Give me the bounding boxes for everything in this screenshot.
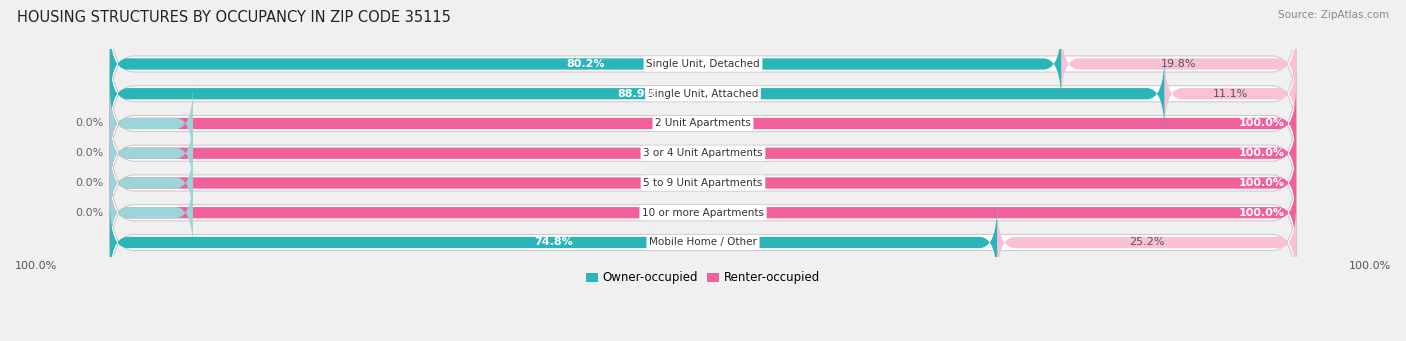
FancyBboxPatch shape (110, 114, 193, 192)
FancyBboxPatch shape (1164, 55, 1296, 133)
Text: 25.2%: 25.2% (1129, 237, 1164, 248)
FancyBboxPatch shape (110, 174, 193, 252)
Text: 0.0%: 0.0% (76, 178, 104, 188)
FancyBboxPatch shape (110, 191, 1296, 294)
Text: 88.9%: 88.9% (617, 89, 657, 99)
FancyBboxPatch shape (110, 42, 1296, 145)
FancyBboxPatch shape (997, 204, 1296, 281)
Text: Single Unit, Attached: Single Unit, Attached (648, 89, 758, 99)
Text: 80.2%: 80.2% (567, 59, 605, 69)
Text: 74.8%: 74.8% (534, 237, 572, 248)
Text: 0.0%: 0.0% (76, 208, 104, 218)
FancyBboxPatch shape (110, 144, 193, 222)
FancyBboxPatch shape (110, 85, 193, 162)
Text: Mobile Home / Other: Mobile Home / Other (650, 237, 756, 248)
Text: 10 or more Apartments: 10 or more Apartments (643, 208, 763, 218)
Text: 11.1%: 11.1% (1212, 89, 1249, 99)
Text: 0.0%: 0.0% (76, 118, 104, 129)
Text: 100.0%: 100.0% (1239, 148, 1284, 158)
FancyBboxPatch shape (110, 13, 1296, 116)
FancyBboxPatch shape (110, 114, 1296, 192)
FancyBboxPatch shape (1062, 25, 1296, 103)
FancyBboxPatch shape (110, 132, 1296, 235)
Text: 2 Unit Apartments: 2 Unit Apartments (655, 118, 751, 129)
Text: 19.8%: 19.8% (1161, 59, 1197, 69)
Text: 100.0%: 100.0% (15, 261, 58, 271)
Text: 5 to 9 Unit Apartments: 5 to 9 Unit Apartments (644, 178, 762, 188)
FancyBboxPatch shape (110, 144, 1296, 222)
FancyBboxPatch shape (110, 102, 1296, 205)
Text: 100.0%: 100.0% (1239, 178, 1284, 188)
Text: 100.0%: 100.0% (1348, 261, 1391, 271)
Text: HOUSING STRUCTURES BY OCCUPANCY IN ZIP CODE 35115: HOUSING STRUCTURES BY OCCUPANCY IN ZIP C… (17, 10, 451, 25)
FancyBboxPatch shape (110, 85, 1296, 162)
FancyBboxPatch shape (110, 204, 997, 281)
Text: Source: ZipAtlas.com: Source: ZipAtlas.com (1278, 10, 1389, 20)
FancyBboxPatch shape (110, 174, 1296, 252)
FancyBboxPatch shape (110, 55, 1164, 133)
FancyBboxPatch shape (110, 72, 1296, 175)
FancyBboxPatch shape (110, 25, 1062, 103)
Text: 100.0%: 100.0% (1239, 118, 1284, 129)
Legend: Owner-occupied, Renter-occupied: Owner-occupied, Renter-occupied (581, 267, 825, 289)
Text: Single Unit, Detached: Single Unit, Detached (647, 59, 759, 69)
FancyBboxPatch shape (110, 161, 1296, 264)
Text: 3 or 4 Unit Apartments: 3 or 4 Unit Apartments (643, 148, 763, 158)
Text: 100.0%: 100.0% (1239, 208, 1284, 218)
Text: 0.0%: 0.0% (76, 148, 104, 158)
